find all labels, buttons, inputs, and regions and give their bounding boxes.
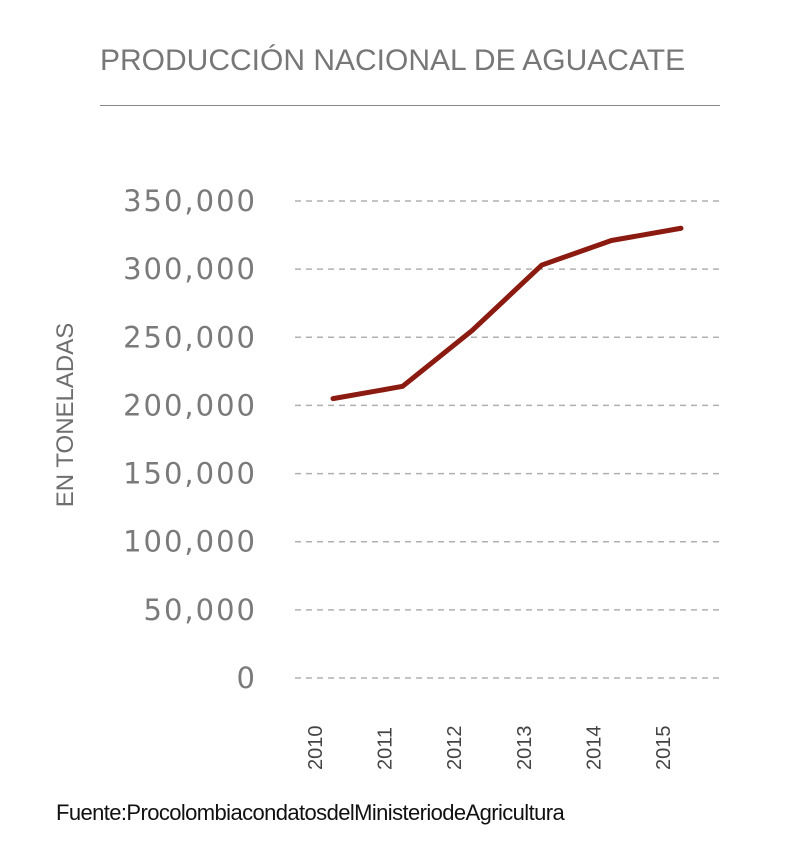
x-tick-label: 2011 xyxy=(375,727,397,770)
x-tick-label: 2015 xyxy=(653,726,675,771)
title-divider xyxy=(100,105,720,106)
y-tick-label: 0 xyxy=(237,661,257,695)
y-axis-label: EN TONELADAS xyxy=(52,323,79,508)
x-tick-label: 2014 xyxy=(583,726,605,771)
x-tick-label: 2010 xyxy=(305,726,327,771)
grid-lines xyxy=(295,200,720,679)
series-group xyxy=(330,225,684,402)
y-tick-label: 250,000 xyxy=(123,320,257,354)
series-line xyxy=(330,225,684,402)
x-tick-label: 2012 xyxy=(444,726,466,771)
y-tick-label: 200,000 xyxy=(123,388,257,422)
source-note: Fuente:ProcolombiacondatosdelMinisteriod… xyxy=(56,800,565,825)
chart-title: PRODUCCIÓN NACIONAL DE AGUACATE xyxy=(100,44,686,77)
y-tick-label: 150,000 xyxy=(123,457,257,491)
y-tick-label: 50,000 xyxy=(144,593,257,627)
y-tick-label: 100,000 xyxy=(123,525,257,559)
x-tick-label: 2013 xyxy=(514,726,536,771)
y-tick-label: 350,000 xyxy=(123,184,257,218)
y-tick-label: 300,000 xyxy=(123,252,257,286)
x-axis-ticks: 2010 2011 2012 2013 2014 2015 xyxy=(305,726,675,771)
y-axis-ticks: 0 50,000 100,000 150,000 200,000 250,000 300,0… xyxy=(123,184,257,695)
